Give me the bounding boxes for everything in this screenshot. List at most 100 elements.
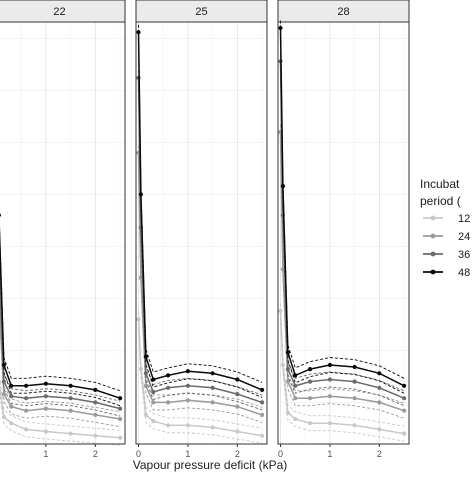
- series-36-facet-22: [0, 255, 123, 417]
- data-point: [118, 435, 123, 440]
- data-point: [9, 394, 14, 399]
- data-point: [68, 408, 73, 413]
- data-point: [260, 433, 265, 438]
- data-point: [24, 408, 29, 413]
- data-point: [1, 362, 6, 368]
- data-point: [293, 383, 298, 388]
- data-point: [118, 416, 123, 422]
- legend-label: 48: [458, 267, 470, 279]
- legend-label: 36: [458, 249, 470, 261]
- data-point: [151, 377, 156, 382]
- series-ci-lower: [280, 139, 405, 419]
- facet-strip-label: 22: [53, 6, 65, 18]
- data-point: [402, 408, 407, 413]
- data-point: [280, 184, 285, 189]
- data-point: [68, 383, 73, 388]
- series-ci-lower: [0, 393, 121, 446]
- facet-panels: 220122501228012: [0, 0, 410, 459]
- data-point: [138, 367, 143, 372]
- data-point: [9, 383, 14, 388]
- data-point: [293, 373, 298, 378]
- panel-background: [136, 22, 267, 444]
- data-point: [118, 396, 123, 401]
- data-point: [9, 404, 14, 409]
- series-48-facet-22: [0, 213, 123, 407]
- legend-title: period (: [420, 194, 461, 208]
- panel-border: [277, 21, 410, 445]
- series-48-facet-28: [278, 20, 407, 394]
- data-point: [352, 423, 357, 428]
- legend-entry-24: 24: [423, 231, 470, 243]
- data-point: [402, 431, 407, 436]
- series-ci-upper: [138, 311, 263, 429]
- data-point: [136, 317, 141, 322]
- data-point: [185, 423, 190, 428]
- x-tick-label: 0: [136, 449, 141, 459]
- series-ci-lower: [138, 326, 263, 444]
- series-12-facet-22: [0, 378, 123, 446]
- x-tick-label: 1: [43, 449, 48, 459]
- data-point: [402, 396, 407, 401]
- data-point: [143, 354, 148, 359]
- data-point: [377, 385, 382, 390]
- data-point: [377, 427, 382, 432]
- data-point: [285, 367, 290, 372]
- data-point: [24, 383, 29, 388]
- data-point: [210, 400, 215, 405]
- legend: Incubat period ( 12 24 36 48: [420, 177, 470, 279]
- data-point: [166, 400, 171, 405]
- data-point: [1, 392, 6, 397]
- data-point: [24, 427, 29, 432]
- data-point: [402, 383, 407, 388]
- data-point: [0, 379, 1, 384]
- data-point: [308, 367, 313, 372]
- legend-label: 12: [458, 213, 470, 225]
- data-point: [138, 192, 143, 197]
- data-point: [260, 400, 265, 405]
- data-point: [327, 362, 332, 368]
- panel-border: [0, 21, 126, 445]
- data-point: [143, 383, 148, 388]
- data-point: [293, 396, 298, 401]
- data-point: [285, 350, 290, 355]
- legend-title: Incubat: [420, 177, 460, 191]
- data-point: [210, 385, 215, 390]
- x-tick-label: 1: [185, 449, 190, 459]
- facet-strip-label: 25: [195, 6, 207, 18]
- legend-key-point: [430, 251, 436, 257]
- legend-key-point: [430, 233, 436, 239]
- panel-border: [135, 21, 268, 445]
- data-point: [68, 431, 73, 436]
- series-12-facet-28: [278, 303, 407, 442]
- x-tick-label: 0: [278, 449, 283, 459]
- data-point: [210, 425, 215, 430]
- data-point: [308, 379, 313, 384]
- data-point: [68, 396, 73, 401]
- data-point: [93, 400, 98, 405]
- series-ci-upper: [280, 124, 405, 404]
- panel-background: [0, 22, 125, 444]
- data-point: [377, 371, 382, 376]
- legend-label: 24: [458, 231, 470, 243]
- series-ci-upper: [0, 378, 121, 431]
- data-point: [166, 423, 171, 428]
- data-point: [9, 421, 14, 426]
- series-ci-lower: [280, 318, 405, 442]
- data-point: [151, 419, 156, 424]
- data-point: [185, 398, 190, 403]
- x-tick-label: 2: [377, 449, 382, 459]
- data-point: [151, 389, 156, 395]
- data-point: [143, 371, 148, 376]
- legend-key-point: [430, 269, 436, 275]
- data-point: [235, 429, 240, 434]
- x-axis-label: Vapour pressure deficit (kPa): [133, 458, 288, 472]
- data-point: [185, 369, 190, 374]
- x-tick-label: 2: [235, 449, 240, 459]
- data-point: [1, 379, 6, 384]
- data-point: [327, 421, 332, 426]
- data-point: [235, 392, 240, 397]
- data-point: [43, 429, 49, 434]
- data-point: [151, 400, 156, 405]
- legend-key-point: [430, 215, 436, 221]
